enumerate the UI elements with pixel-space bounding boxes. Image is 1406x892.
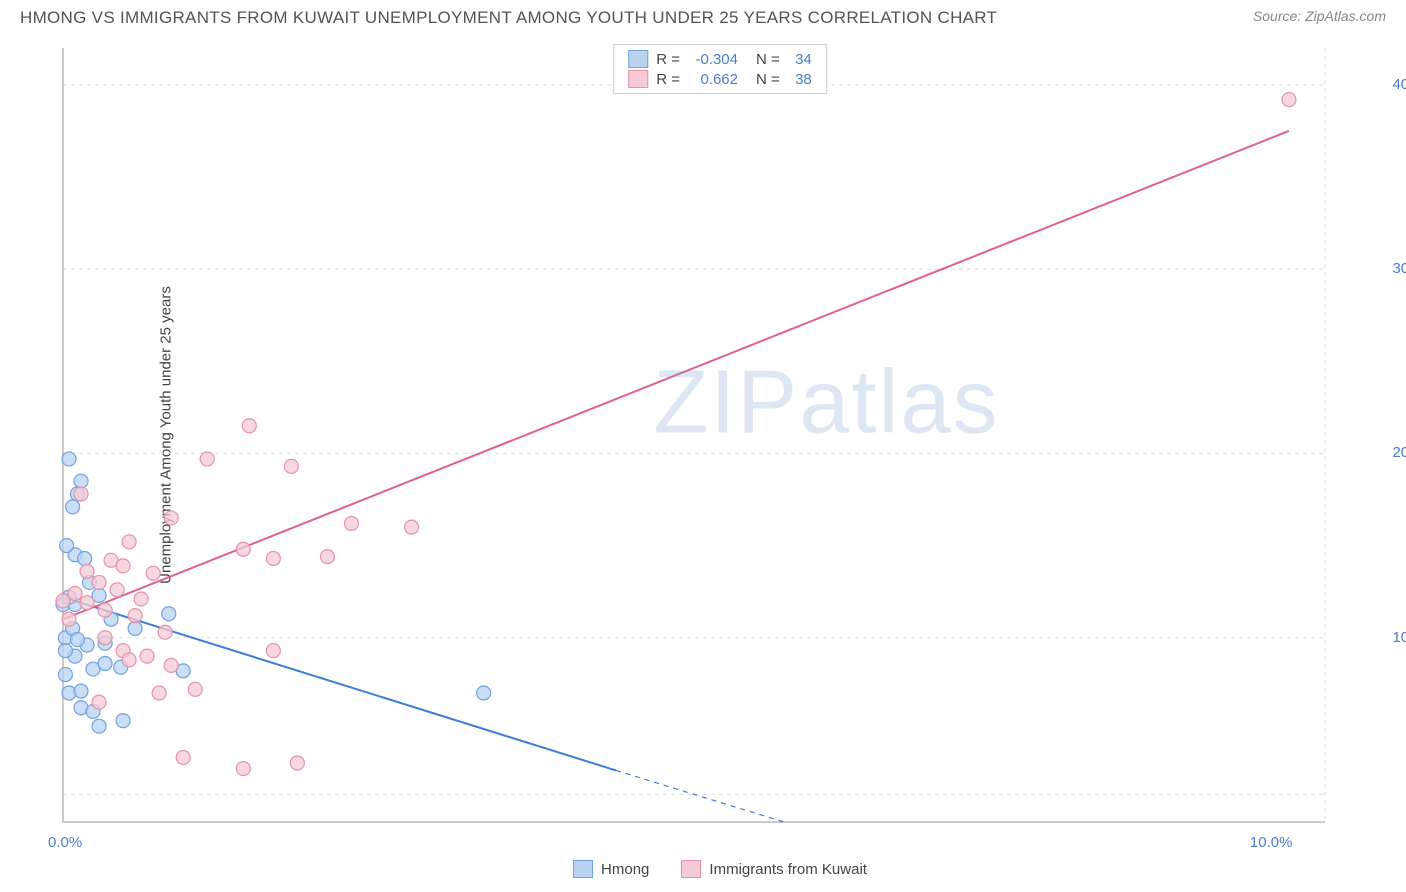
r-value: 0.662 bbox=[688, 71, 738, 88]
y-tick-label: 30.0% bbox=[1392, 260, 1406, 277]
y-tick-label: 20.0% bbox=[1392, 444, 1406, 461]
legend-swatch bbox=[628, 50, 648, 68]
legend-swatch bbox=[573, 860, 593, 878]
legend-item: Hmong bbox=[573, 860, 649, 878]
n-label: N = bbox=[756, 71, 780, 88]
legend-swatch bbox=[628, 70, 648, 88]
y-tick-label: 10.0% bbox=[1392, 629, 1406, 646]
source-attribution: Source: ZipAtlas.com bbox=[1253, 8, 1386, 24]
chart-container: Unemployment Among Youth under 25 years … bbox=[55, 40, 1385, 830]
legend-swatch bbox=[681, 860, 701, 878]
series-legend: Hmong Immigrants from Kuwait bbox=[573, 860, 867, 878]
n-value: 38 bbox=[788, 71, 812, 88]
chart-title: HMONG VS IMMIGRANTS FROM KUWAIT UNEMPLOY… bbox=[20, 8, 997, 28]
correlation-row: R = 0.662 N = 38 bbox=[628, 70, 812, 88]
correlation-row: R = -0.304 N = 34 bbox=[628, 50, 812, 68]
legend-label: Immigrants from Kuwait bbox=[709, 861, 867, 878]
legend-item: Immigrants from Kuwait bbox=[681, 860, 867, 878]
legend-label: Hmong bbox=[601, 861, 649, 878]
correlation-legend: R = -0.304 N = 34 R = 0.662 N = 38 bbox=[613, 44, 827, 94]
r-label: R = bbox=[656, 51, 680, 68]
x-tick-label: 10.0% bbox=[1250, 834, 1293, 851]
scatter-plot-svg bbox=[55, 40, 1385, 830]
r-value: -0.304 bbox=[688, 51, 738, 68]
y-tick-label: 40.0% bbox=[1392, 76, 1406, 93]
n-label: N = bbox=[756, 51, 780, 68]
x-tick-label: 0.0% bbox=[48, 834, 82, 851]
n-value: 34 bbox=[788, 51, 812, 68]
r-label: R = bbox=[656, 71, 680, 88]
